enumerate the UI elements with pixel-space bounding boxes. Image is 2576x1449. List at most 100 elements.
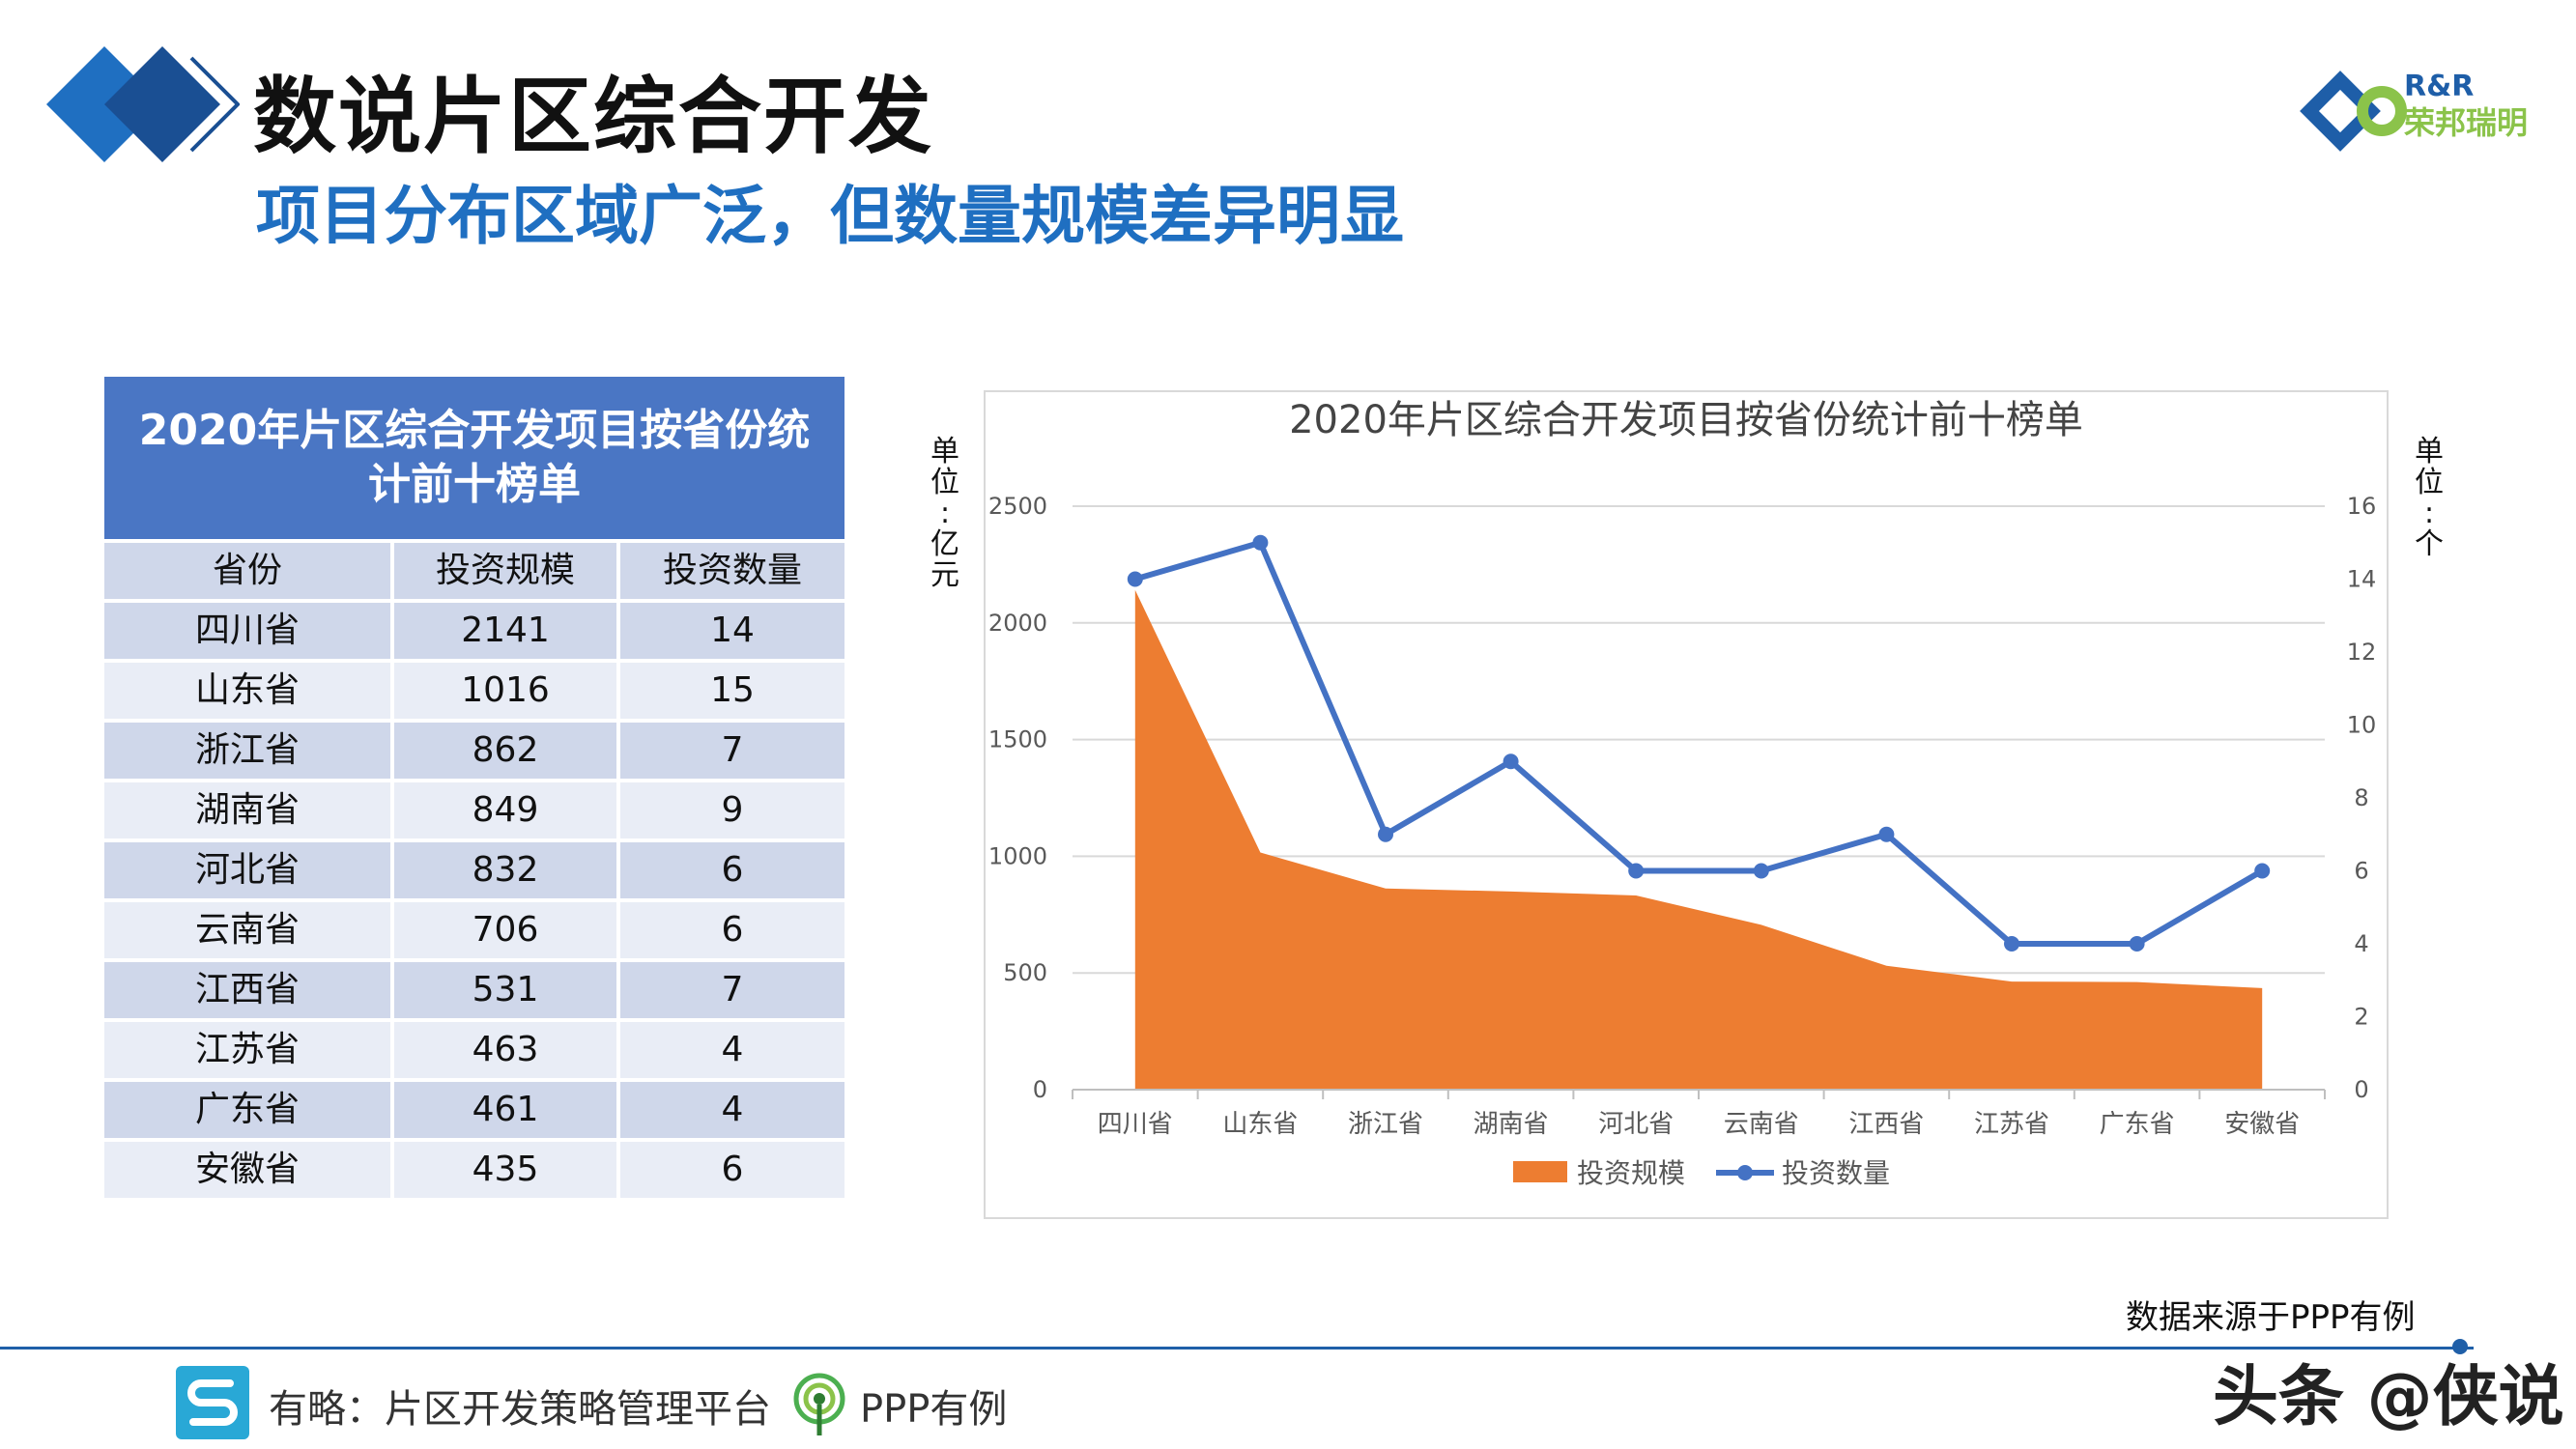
table-cell: 广东省 [104, 1082, 394, 1138]
left-axis-unit: 单位:亿元 [926, 437, 964, 591]
ppp-logo-icon [793, 1373, 845, 1435]
table-cell: 9 [620, 782, 844, 838]
x-tick-label: 江西省 [1848, 1110, 1924, 1139]
line-point [2254, 863, 2271, 879]
diamond-logo-icon [46, 46, 240, 162]
brand-name-latin: R&R [2404, 70, 2475, 103]
table-cell: 6 [620, 1142, 844, 1198]
left-unit-char: 单 [930, 435, 959, 469]
x-tick-label: 山东省 [1222, 1110, 1298, 1139]
chart-title: 2020年片区综合开发项目按省份统计前十榜单 [1289, 398, 2083, 442]
line-series-investment-count [1133, 539, 2264, 947]
table-row: 山东省 1016 15 [104, 663, 844, 719]
combo-chart: 2020年片区综合开发项目按省份统计前十榜单 0 500 1000 1500 2000 25… [988, 398, 2377, 1189]
right-unit-char: 单 [2415, 435, 2444, 469]
line-point [1503, 753, 1519, 770]
table-cell: 706 [394, 902, 620, 958]
line-point [2004, 936, 2019, 952]
left-unit-char: 元 [930, 558, 959, 592]
x-tick-label: 浙江省 [1348, 1110, 1423, 1139]
table-cell: 江苏省 [104, 1022, 394, 1078]
brand-logo-icon [2300, 71, 2407, 152]
legend-swatch-marker [1737, 1165, 1753, 1180]
left-tick-label: 1000 [988, 842, 1047, 869]
table-cell: 四川省 [104, 603, 394, 659]
table-cell: 435 [394, 1142, 620, 1198]
table-cell: 4 [620, 1082, 844, 1138]
legend-label: 投资数量 [1782, 1157, 1890, 1189]
platform-label: 有略：片区开发策略管理平台 [269, 1387, 771, 1432]
platform-logo-icon [176, 1366, 249, 1439]
page-title: 数说片区综合开发 [253, 69, 933, 165]
x-tick-label: 四川省 [1098, 1110, 1173, 1139]
left-unit-char: 亿 [930, 527, 959, 561]
area-series-investment-scale [1134, 589, 2263, 1090]
table-row: 云南省 706 6 [104, 902, 844, 958]
table-row: 四川省 2141 14 [104, 603, 844, 659]
table-header-cell: 投资数量 [620, 543, 844, 599]
table-cell: 461 [394, 1082, 620, 1138]
right-tick-label: 8 [2354, 784, 2368, 811]
right-tick-label: 10 [2347, 712, 2377, 739]
right-unit-char: 个 [2415, 527, 2444, 561]
footer-divider [0, 1347, 2474, 1350]
watermark: 头条 @侠说 [2213, 1359, 2564, 1435]
left-tick-label: 1500 [988, 726, 1047, 753]
left-tick-label: 0 [1033, 1076, 1047, 1103]
table-cell: 849 [394, 782, 620, 838]
table-cell: 832 [394, 842, 620, 898]
page-subtitle: 项目分布区域广泛，但数量规模差异明显 [256, 179, 1404, 253]
right-tick-label: 4 [2354, 930, 2368, 957]
table-cell: 7 [620, 962, 844, 1018]
left-unit-char: 位 [930, 466, 959, 499]
table-cell: 531 [394, 962, 620, 1018]
line-point [1753, 863, 1769, 879]
table-cell: 15 [620, 663, 844, 719]
table-cell: 1016 [394, 663, 620, 719]
table-cell: 安徽省 [104, 1142, 394, 1198]
table-caption: 2020年片区综合开发项目按省份统计前十榜单 [104, 377, 844, 543]
table-header-cell: 省份 [104, 543, 394, 599]
table-cell: 浙江省 [104, 723, 394, 779]
left-unit-char: : [939, 497, 951, 530]
table-header-cell: 投资规模 [394, 543, 620, 599]
left-tick-label: 500 [1003, 959, 1047, 986]
table-cell: 6 [620, 902, 844, 958]
table-cell: 862 [394, 723, 620, 779]
table-cell: 湖南省 [104, 782, 394, 838]
table-cell: 江西省 [104, 962, 394, 1018]
table-row: 江西省 531 7 [104, 962, 844, 1018]
right-tick-label: 2 [2354, 1004, 2368, 1031]
legend-label: 投资规模 [1577, 1157, 1685, 1189]
table-row: 江苏省 463 4 [104, 1022, 844, 1078]
left-tick-label: 2000 [988, 610, 1047, 637]
x-tick-label: 广东省 [2100, 1110, 2175, 1139]
x-tick-label: 河北省 [1598, 1110, 1674, 1139]
x-tick-label: 江苏省 [1974, 1110, 2049, 1139]
table-row: 广东省 461 4 [104, 1082, 844, 1138]
right-tick-label: 0 [2354, 1076, 2368, 1103]
table-cell: 山东省 [104, 663, 394, 719]
right-axis-unit: 单位:个 [2410, 437, 2448, 560]
legend-swatch-area [1513, 1161, 1567, 1182]
table-cell: 6 [620, 842, 844, 898]
right-tick-label: 14 [2347, 566, 2377, 593]
line-point [1252, 534, 1269, 551]
table-row: 河北省 832 6 [104, 842, 844, 898]
right-unit-char: 位 [2415, 466, 2444, 499]
table-row: 浙江省 862 7 [104, 723, 844, 779]
right-tick-label: 6 [2354, 858, 2368, 885]
x-tick-label: 湖南省 [1474, 1110, 1549, 1139]
line-point [1378, 826, 1393, 842]
brand-name-chinese: 荣邦瑞明 [2404, 104, 2529, 141]
line-point [2129, 936, 2145, 952]
right-tick-label: 12 [2347, 639, 2377, 666]
table-row: 安徽省 435 6 [104, 1142, 844, 1198]
table-cell: 2141 [394, 603, 620, 659]
source-note: 数据来源于PPP有例 [2126, 1298, 2416, 1337]
left-tick-label: 2500 [988, 493, 1047, 520]
line-point [1878, 826, 1895, 842]
ppp-label: PPP有例 [860, 1387, 1008, 1432]
table-cell: 7 [620, 723, 844, 779]
table-cell: 463 [394, 1022, 620, 1078]
